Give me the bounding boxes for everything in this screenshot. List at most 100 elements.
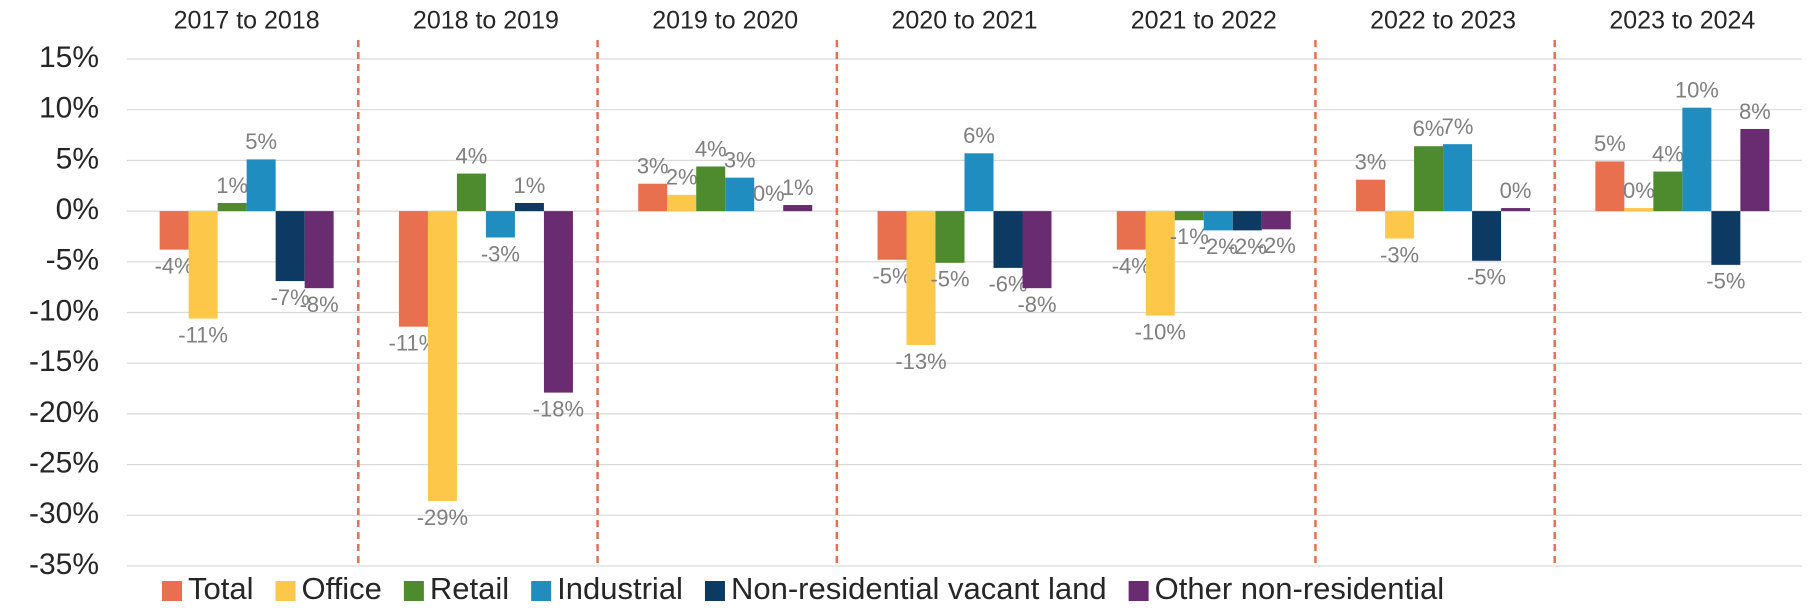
- bar: [246, 159, 276, 212]
- category-label: 2017 to 2018: [174, 7, 320, 35]
- y-tick-label: -15%: [29, 345, 99, 378]
- data-label: 4%: [695, 136, 727, 161]
- data-label: -2%: [1199, 234, 1238, 259]
- category-label: 2018 to 2019: [413, 7, 559, 35]
- bar: [1624, 208, 1654, 212]
- data-label: 3%: [1355, 149, 1387, 174]
- bar: [1174, 211, 1204, 221]
- bar: [1385, 211, 1415, 239]
- bar: [696, 166, 726, 212]
- data-label: 6%: [1413, 116, 1445, 141]
- bar: [1203, 211, 1233, 231]
- legend-label: Non-residential vacant land: [731, 571, 1107, 606]
- bar: [275, 211, 305, 282]
- bar: [935, 211, 965, 263]
- data-label: 6%: [963, 123, 995, 148]
- bar: [1232, 211, 1262, 231]
- data-label: 4%: [1652, 141, 1684, 166]
- bar: [1653, 171, 1683, 212]
- data-label: 1%: [514, 173, 546, 198]
- data-label: 1%: [782, 175, 814, 200]
- data-label: 0%: [1500, 178, 1532, 203]
- data-label: -5%: [872, 264, 911, 289]
- data-label: 5%: [245, 129, 277, 154]
- bar: [1145, 211, 1175, 316]
- bar: [1356, 179, 1386, 212]
- legend-swatch: [531, 581, 552, 601]
- y-tick-label: 15%: [39, 41, 99, 74]
- bar: [1022, 211, 1052, 289]
- data-label: 4%: [456, 143, 488, 168]
- bar: [783, 205, 813, 212]
- data-label: 3%: [637, 154, 669, 179]
- legend-swatch: [275, 581, 296, 601]
- bar: [188, 211, 218, 319]
- bar: [1261, 211, 1291, 230]
- y-tick-label: 0%: [56, 193, 99, 226]
- legend-swatch: [704, 581, 725, 601]
- legend-label: Total: [188, 571, 253, 606]
- legend-label: Office: [301, 571, 381, 606]
- data-label: -7%: [271, 285, 310, 310]
- category-label: 2021 to 2022: [1131, 7, 1277, 35]
- data-label: -11%: [178, 322, 228, 347]
- category-label: 2023 to 2024: [1609, 7, 1755, 35]
- bar: [159, 211, 189, 250]
- data-label: -5%: [1706, 269, 1745, 294]
- y-tick-label: -5%: [46, 244, 99, 277]
- bar: [398, 211, 428, 327]
- data-label: -6%: [988, 272, 1027, 297]
- data-label: 3%: [724, 147, 756, 172]
- data-label: -2%: [1228, 234, 1267, 259]
- bar: [1711, 211, 1741, 265]
- data-label: 8%: [1739, 99, 1771, 124]
- bar: [543, 211, 573, 393]
- data-label: -29%: [417, 505, 468, 530]
- bar: [725, 177, 755, 212]
- bar: [427, 211, 457, 502]
- y-tick-label: -35%: [29, 548, 99, 581]
- category-label: 2019 to 2020: [652, 7, 798, 35]
- bar: [456, 173, 486, 212]
- data-label: 0%: [753, 181, 785, 206]
- legend-label: Other non-residential: [1155, 571, 1445, 606]
- y-tick-label: -20%: [29, 396, 99, 429]
- legend-swatch: [1128, 581, 1149, 601]
- bar: [1116, 211, 1146, 250]
- data-label: 5%: [1594, 131, 1626, 156]
- data-label: -10%: [1135, 319, 1186, 344]
- legend-label: Industrial: [557, 571, 683, 606]
- category-label: 2020 to 2021: [892, 7, 1038, 35]
- bar: [1740, 128, 1770, 212]
- y-tick-label: 10%: [39, 92, 99, 125]
- bar: [514, 202, 544, 212]
- y-tick-label: -30%: [29, 497, 99, 530]
- data-label: -4%: [155, 253, 194, 278]
- data-label: -8%: [1017, 292, 1056, 317]
- bar: [993, 211, 1023, 268]
- data-label: -1%: [1170, 224, 1209, 249]
- bar: [1595, 161, 1625, 212]
- data-label: -8%: [300, 292, 339, 317]
- legend-swatch: [403, 581, 424, 601]
- data-label: -18%: [533, 396, 584, 421]
- bar: [304, 211, 334, 289]
- bar: [217, 202, 247, 212]
- data-label: 10%: [1675, 77, 1719, 102]
- y-tick-label: -25%: [29, 447, 99, 480]
- data-label: -2%: [1257, 233, 1296, 258]
- bar: [1472, 211, 1502, 261]
- data-label: -3%: [481, 241, 520, 266]
- bar: [1682, 107, 1712, 212]
- data-label: -5%: [930, 267, 969, 292]
- bar: [667, 194, 697, 212]
- bar: [1443, 144, 1473, 212]
- bar: [485, 211, 515, 238]
- data-label: 7%: [1442, 114, 1474, 139]
- bar: [877, 211, 907, 260]
- y-tick-label: -10%: [29, 294, 99, 327]
- data-label: -3%: [1380, 242, 1419, 267]
- data-label: -13%: [895, 349, 946, 374]
- legend-swatch: [162, 581, 182, 601]
